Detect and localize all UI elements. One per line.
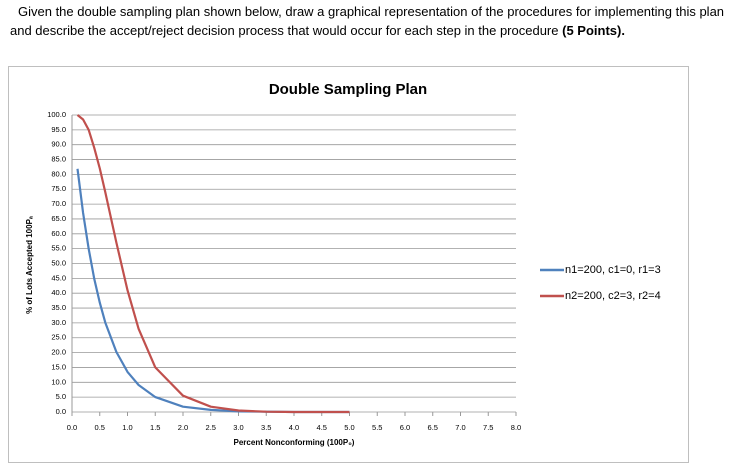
y-tick-label: 85.0 (51, 155, 66, 164)
legend-label: n1=200, c1=0, r1=3 (565, 264, 661, 276)
x-tick-label: 7.0 (455, 423, 465, 432)
y-tick-label: 30.0 (51, 318, 66, 327)
y-tick-label: 60.0 (51, 229, 66, 238)
question: Given the double sampling plan shown bel… (10, 2, 735, 40)
x-tick-label: 3.0 (233, 423, 243, 432)
y-tick-label: 5.0 (56, 392, 66, 401)
x-tick-label: 3.5 (261, 423, 271, 432)
y-tick-label: 40.0 (51, 288, 66, 297)
y-tick-label: 45.0 (51, 273, 66, 282)
x-tick-label: 6.0 (400, 423, 410, 432)
series-line (76, 114, 350, 414)
x-tick-label: 5.5 (372, 423, 382, 432)
y-tick-label: 95.0 (51, 125, 66, 134)
y-tick-label: 90.0 (51, 140, 66, 149)
y-tick-label: 35.0 (51, 303, 66, 312)
y-tick-label: 15.0 (51, 362, 66, 371)
y-tick-label: 20.0 (51, 348, 66, 357)
x-tick-label: 2.0 (178, 423, 188, 432)
x-tick-label: 0.0 (67, 423, 77, 432)
x-tick-label: 8.0 (511, 423, 521, 432)
y-tick-label: 0.0 (56, 407, 66, 416)
x-tick-label: 6.5 (428, 423, 438, 432)
question-text: Given the double sampling plan shown bel… (10, 4, 725, 38)
chart-frame (8, 66, 689, 463)
series-line (76, 168, 350, 414)
y-tick-label: 75.0 (51, 184, 66, 193)
y-tick-label: 65.0 (51, 214, 66, 223)
y-tick-label: 10.0 (51, 377, 66, 386)
legend-label: n2=200, c2=3, r2=4 (565, 290, 661, 302)
x-axis-label: Percent Nonconforming (100P₀) (234, 438, 355, 447)
y-tick-label: 80.0 (51, 169, 66, 178)
x-tick-label: 5.0 (344, 423, 354, 432)
y-tick-label: 70.0 (51, 199, 66, 208)
y-tick-label: 25.0 (51, 333, 66, 342)
x-tick-label: 1.0 (122, 423, 132, 432)
y-axis-label: % of Lots Accepted 100Pₐ (25, 216, 34, 314)
y-tick-label: 50.0 (51, 258, 66, 267)
y-tick-label: 100.0 (47, 110, 66, 119)
chart-title: Double Sampling Plan (269, 81, 427, 98)
question-points: (5 Points). (562, 23, 625, 38)
x-tick-label: 4.0 (289, 423, 299, 432)
x-tick-label: 4.5 (317, 423, 327, 432)
x-tick-label: 1.5 (150, 423, 160, 432)
x-tick-label: 7.5 (483, 423, 493, 432)
x-tick-label: 0.5 (95, 423, 105, 432)
y-tick-label: 55.0 (51, 244, 66, 253)
x-tick-label: 2.5 (206, 423, 216, 432)
